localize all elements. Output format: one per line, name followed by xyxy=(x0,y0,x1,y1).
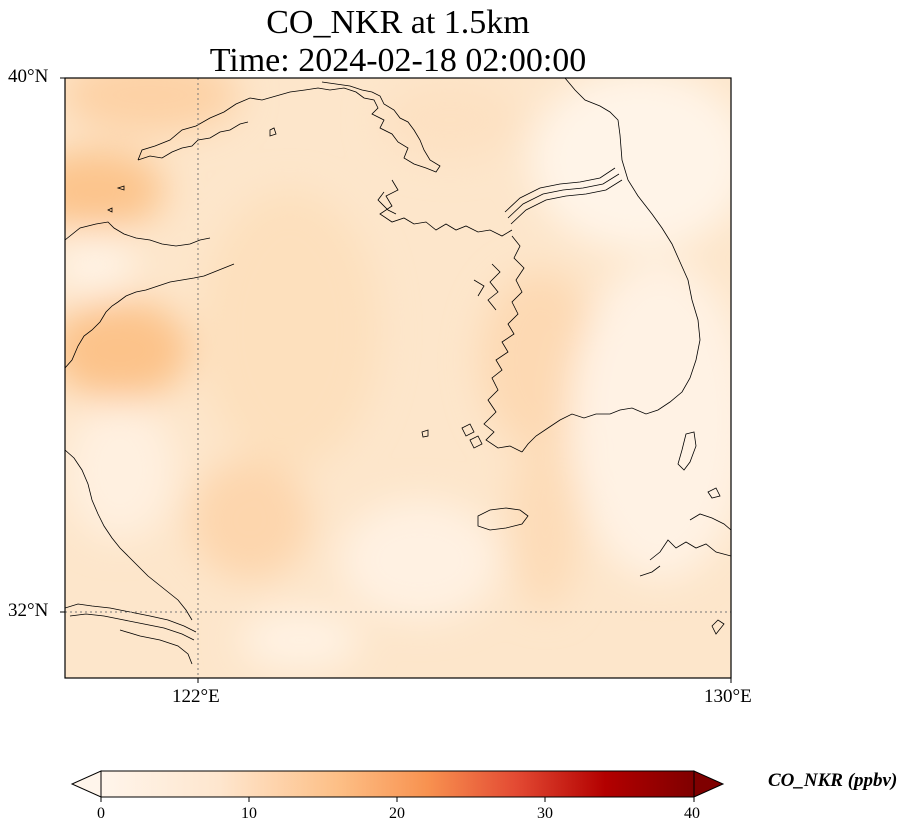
map-frame xyxy=(64,77,732,679)
map-title: CO_NKR at 1.5km xyxy=(266,4,530,41)
colorbar-tick-20: 20 xyxy=(389,805,405,822)
colorbar-tick-0: 0 xyxy=(97,805,105,822)
colorbar-tick-10: 10 xyxy=(241,805,257,822)
map-subtitle-time: Time: 2024-02-18 02:00:00 xyxy=(209,42,587,79)
lon-label-122e: 122°E xyxy=(172,686,220,707)
lat-label-32n: 32°N xyxy=(8,600,49,621)
colorbar-extend-max xyxy=(693,770,725,798)
concentration-field xyxy=(65,78,731,678)
colorbar-extend-min xyxy=(70,770,102,798)
lat-label-40n: 40°N xyxy=(8,66,49,87)
colorbar xyxy=(70,770,725,802)
lon-label-130e: 130°E xyxy=(704,686,752,707)
axis-ticks xyxy=(60,77,732,683)
gridlines xyxy=(65,78,731,678)
colorbar-label: CO_NKR (ppbv) xyxy=(768,770,898,791)
colorbar-tick-30: 30 xyxy=(537,805,553,822)
colorbar-tick-40: 40 xyxy=(684,805,700,822)
coastlines xyxy=(65,78,731,665)
